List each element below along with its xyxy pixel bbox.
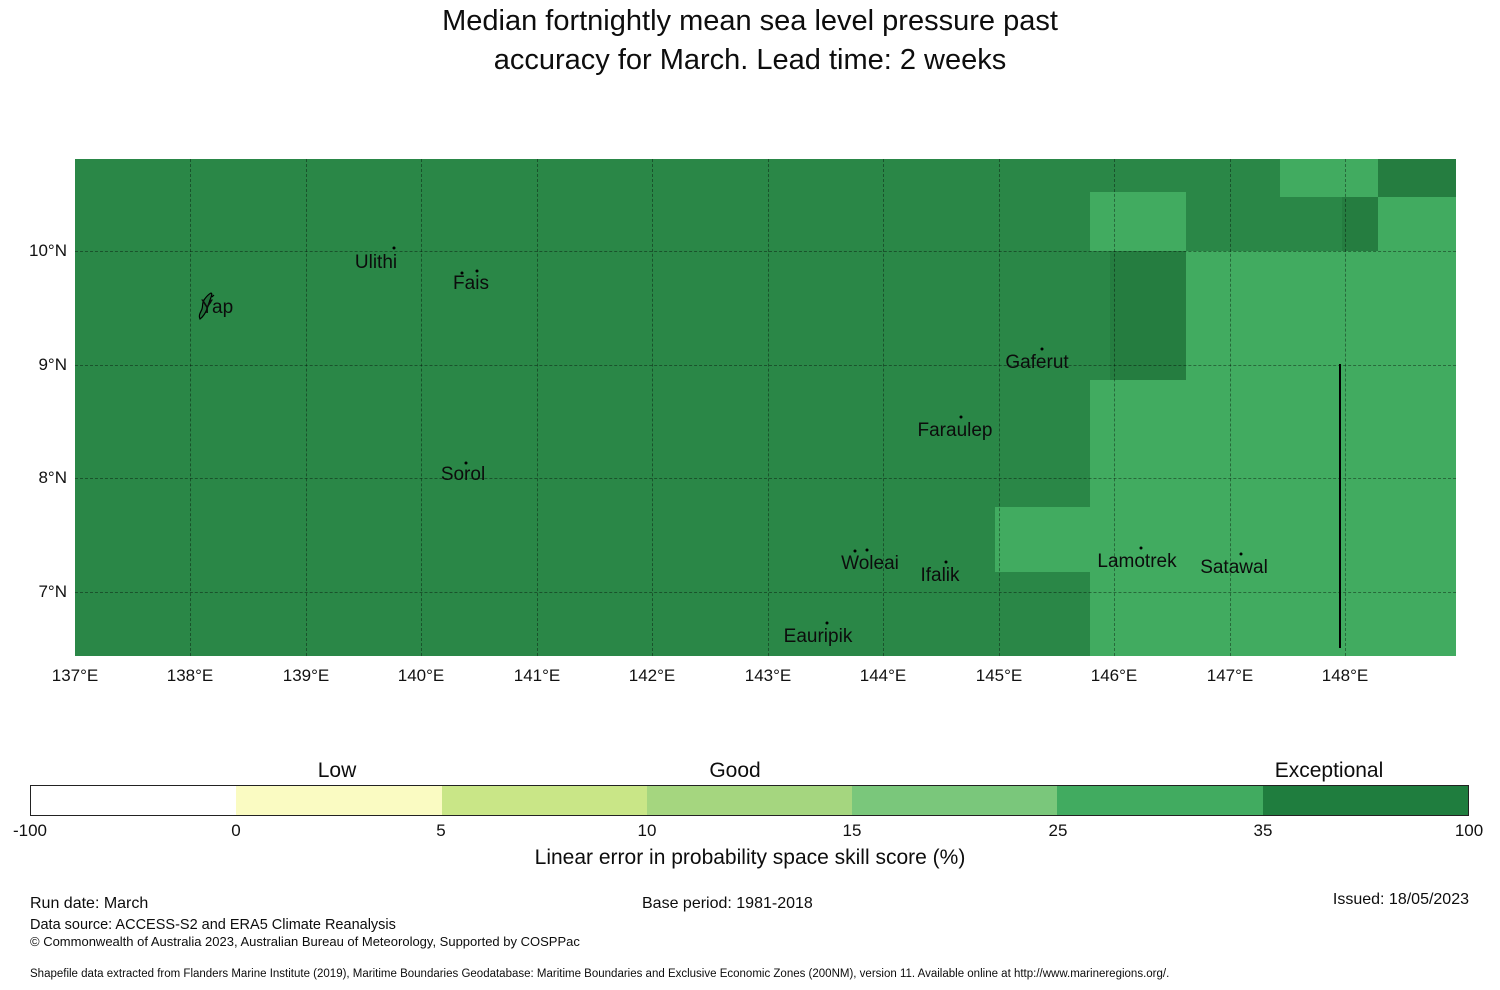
island-dot (460, 271, 464, 275)
chart-title-line2: accuracy for March. Lead time: 2 weeks (493, 44, 1007, 76)
longitude-tick-label: 142°E (628, 666, 676, 685)
gridline-longitude (421, 159, 422, 656)
gridline-latitude (75, 592, 1456, 593)
colorbar-tick-label: 25 (1048, 821, 1068, 840)
colorbar-segment (646, 786, 853, 815)
gridline-longitude (999, 159, 1000, 656)
island-label: Ulithi (354, 252, 398, 273)
chart-title-line1: Median fortnightly mean sea level pressu… (442, 5, 1058, 37)
longitude-tick-label: 148°E (1321, 666, 1369, 685)
colorbar-tick-label: 10 (637, 821, 657, 840)
colorbar-category-label: Exceptional (1274, 759, 1384, 782)
longitude-tick-label: 145°E (975, 666, 1023, 685)
longitude-tick-label: 143°E (744, 666, 792, 685)
eez-boundary-line (1339, 364, 1341, 648)
gridline-longitude (537, 159, 538, 656)
longitude-tick-label: 138°E (166, 666, 214, 685)
gridline-longitude (190, 159, 191, 656)
island-dot (959, 415, 963, 419)
footer-issued: Issued: 18/05/2023 (1332, 891, 1469, 908)
footer-run-date: Run date: March (30, 895, 149, 912)
map-cell (1090, 192, 1186, 251)
longitude-tick-label: 139°E (282, 666, 330, 685)
island-label: Yap (200, 297, 234, 318)
colorbar-tick-label: 5 (436, 821, 446, 840)
longitude-tick-label: 146°E (1090, 666, 1138, 685)
island-label: Satawal (1200, 557, 1268, 578)
colorbar-tick-label: 15 (842, 821, 862, 840)
island-label: Ifalik (920, 565, 960, 586)
gridline-longitude (1114, 159, 1115, 656)
gridline-latitude (75, 251, 1456, 252)
colorbar-segment (1057, 786, 1263, 815)
island-dot (1040, 347, 1044, 351)
map-cell (1378, 159, 1456, 197)
gridline-longitude (652, 159, 653, 656)
footer-data-source: Data source: ACCESS-S2 and ERA5 Climate … (30, 917, 396, 933)
island-dot (392, 246, 396, 250)
colorbar-tick-label: 0 (231, 821, 241, 840)
island-label: Woleai (841, 553, 899, 574)
island-dot (865, 548, 869, 552)
gridline-longitude (1345, 159, 1346, 656)
map-cell (1110, 251, 1186, 380)
map-cell (1090, 380, 1186, 656)
map-cell (1280, 159, 1378, 197)
footer-copyright: © Commonwealth of Australia 2023, Austra… (30, 934, 580, 949)
gridline-longitude (306, 159, 307, 656)
map-cell (1378, 197, 1456, 251)
colorbar-segment (31, 786, 237, 815)
island-dot (944, 560, 948, 564)
longitude-tick-label: 144°E (859, 666, 907, 685)
latitude-tick-label: 7°N (38, 582, 67, 601)
colorbar-tick-label: 100 (1454, 821, 1484, 840)
island-label: Sorol (440, 464, 486, 485)
footer-shapefile: Shapefile data extracted from Flanders M… (30, 968, 1170, 980)
latitude-tick-label: 10°N (29, 241, 67, 260)
colorbar-segment (852, 786, 1058, 815)
colorbar-category-label: Low (317, 759, 357, 782)
colorbar-segment (1262, 786, 1468, 815)
map-plot: Yap Ulithi Fais Sorol Gaferut Faraulep Woleai I… (75, 159, 1456, 656)
island-dot (475, 269, 479, 273)
island-label: Eauripik (783, 626, 853, 647)
chart-title: Median fortnightly mean sea level pressu… (0, 2, 1500, 80)
gridline-longitude (883, 159, 884, 656)
gridline-latitude (75, 365, 1456, 366)
latitude-tick-label: 8°N (38, 468, 67, 487)
island-dot (853, 549, 857, 553)
island-label: Faraulep (917, 420, 993, 441)
map-cell (1186, 251, 1456, 656)
island-dot (464, 461, 468, 465)
map-cell (1342, 197, 1378, 251)
gridline-latitude (75, 478, 1456, 479)
colorbar (30, 785, 1469, 816)
island-label: Gaferut (1005, 352, 1069, 373)
gridline-longitude (768, 159, 769, 656)
colorbar-axis-label: Linear error in probability space skill … (534, 846, 966, 869)
colorbar-tick-label: -100 (12, 821, 48, 840)
colorbar-segment (236, 786, 442, 815)
longitude-tick-label: 140°E (397, 666, 445, 685)
yap-island-shape (198, 292, 215, 320)
island-dot (825, 621, 829, 625)
longitude-tick-label: 137°E (51, 666, 99, 685)
footer-base-period: Base period: 1981-2018 (642, 895, 813, 912)
map-cell (995, 507, 1090, 572)
colorbar-segment (441, 786, 647, 815)
island-dot (1139, 546, 1143, 550)
island-dot (1239, 552, 1243, 556)
latitude-tick-label: 9°N (38, 355, 67, 374)
colorbar-tick-label: 35 (1253, 821, 1273, 840)
gridline-longitude (1230, 159, 1231, 656)
island-label: Fais (453, 273, 489, 294)
longitude-tick-label: 147°E (1206, 666, 1254, 685)
island-label: Lamotrek (1097, 551, 1177, 572)
colorbar-category-label: Good (709, 759, 761, 782)
longitude-tick-label: 141°E (513, 666, 561, 685)
